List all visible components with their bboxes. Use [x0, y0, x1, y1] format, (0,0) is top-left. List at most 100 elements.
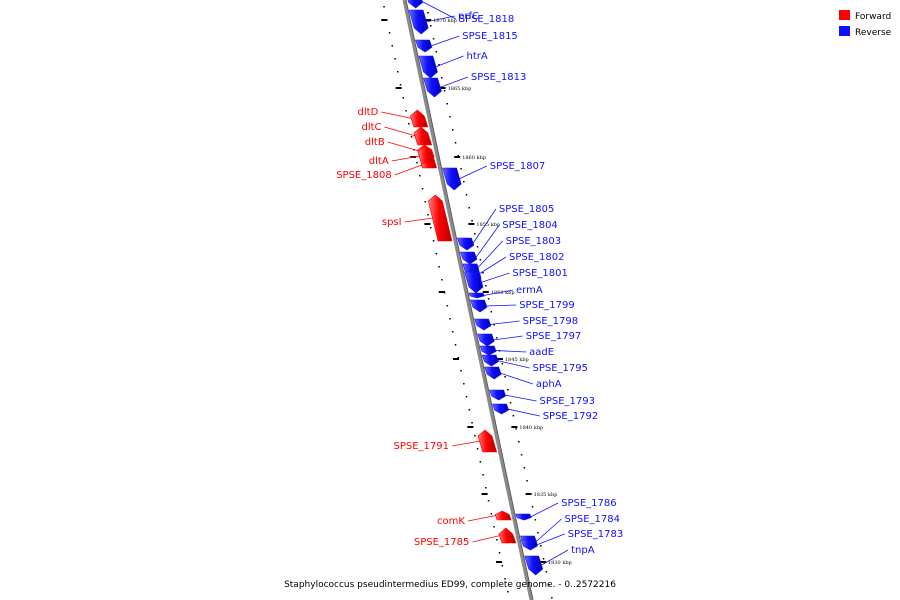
gene-feature-spse-1804[interactable]	[459, 251, 478, 265]
track-dot-forward	[446, 305, 449, 307]
track-dot-forward	[435, 253, 438, 255]
gene-label-dltb[interactable]: dltB	[365, 137, 385, 148]
gene-feature-spse-1793[interactable]	[489, 389, 507, 401]
legend-forward-swatch	[839, 10, 850, 20]
track-dot-forward	[465, 396, 468, 398]
gene-feature-dltd[interactable]	[409, 109, 429, 128]
gene-label-dltc[interactable]: dltC	[361, 122, 381, 133]
gene-label-spse-1798[interactable]: SPSE_1798	[523, 316, 579, 327]
gene-label-leader	[530, 502, 559, 518]
scale-tick-mark	[439, 87, 446, 89]
gene-feature-spse-1783[interactable]	[520, 539, 538, 551]
gene-label-comk[interactable]: comK	[437, 516, 465, 527]
track-dot-reverse	[534, 519, 537, 521]
gene-feature-spse-1799[interactable]	[470, 299, 488, 313]
gene-label-spse-1808[interactable]: SPSE_1808	[336, 170, 392, 181]
track-dot-forward	[397, 71, 399, 73]
gene-feature-htra[interactable]	[418, 55, 438, 79]
track-dot-reverse	[446, 103, 448, 105]
gene-label-leader	[540, 549, 569, 566]
gene-label-spse-1818[interactable]: SPSE_1818	[459, 14, 515, 25]
gene-label-htra[interactable]: htrA	[467, 51, 488, 62]
track-dot-reverse	[487, 298, 490, 300]
scale-tick-mark-minor	[395, 87, 402, 89]
gene-label-spse-1791[interactable]: SPSE_1791	[394, 441, 450, 452]
gene-label-spse-1803[interactable]: SPSE_1803	[506, 236, 561, 247]
gene-feature-spse-1818[interactable]	[406, 0, 424, 9]
gene-label-spse-1783[interactable]: SPSE_1783	[568, 529, 624, 540]
gene-label-dlta[interactable]: dltA	[369, 156, 389, 167]
gene-label-leader	[489, 320, 520, 325]
gene-label-leader	[391, 155, 421, 162]
gene-label-spse-1784[interactable]: SPSE_1784	[565, 514, 621, 525]
track-dot-forward	[468, 409, 471, 411]
track-dot-reverse	[526, 480, 528, 482]
gene-label-spse-1799[interactable]: SPSE_1799	[519, 300, 575, 311]
gene-label-spse-1792[interactable]: SPSE_1792	[543, 411, 599, 422]
gene-feature-spse-1795[interactable]	[481, 354, 499, 367]
gene-label-spse-1813[interactable]: SPSE_1813	[471, 72, 527, 83]
track-dot-reverse	[435, 51, 437, 53]
track-dot-reverse	[531, 506, 534, 508]
gene-label-spse-1807[interactable]: SPSE_1807	[490, 161, 546, 172]
gene-label-prfc[interactable]: prfC	[458, 11, 479, 22]
gene-feature-spse-1785[interactable]	[498, 527, 517, 544]
gene-feature-aade[interactable]	[479, 345, 497, 356]
gene-feature-spse-1813[interactable]	[423, 77, 442, 98]
gene-label-leader	[467, 515, 497, 522]
scale-tick-mark-minor	[467, 426, 474, 428]
gene-feature-dltc[interactable]	[413, 126, 433, 146]
gene-label-spse-1802[interactable]: SPSE_1802	[509, 252, 565, 263]
gene-feature-spsi[interactable]	[427, 194, 453, 242]
gene-label-leader	[425, 15, 456, 23]
gene-feature-spse-1792[interactable]	[492, 403, 509, 415]
gene-feature-spse-1807[interactable]	[442, 167, 462, 191]
gene-feature-spse-1798[interactable]	[474, 318, 492, 331]
track-dot-forward	[416, 162, 418, 164]
track-dot-forward	[424, 201, 426, 203]
gene-feature-spse-1801[interactable]	[464, 271, 484, 294]
gene-label-spse-1801[interactable]: SPSE_1801	[512, 268, 568, 279]
gene-label-spse-1786[interactable]: SPSE_1786	[561, 498, 617, 509]
gene-feature-comk[interactable]	[494, 510, 512, 521]
gene-feature-spse-1815[interactable]	[415, 39, 433, 53]
gene-label-aade[interactable]: aadE	[529, 347, 554, 358]
gene-feature-spse-1805[interactable]	[456, 237, 475, 251]
scale-tick-mark-minor	[438, 291, 445, 293]
gene-label-leader	[421, 0, 456, 20]
gene-feature-apha[interactable]	[484, 366, 502, 380]
gene-label-spse-1785[interactable]: SPSE_1785	[414, 537, 470, 548]
gene-label-spsi[interactable]: spsI	[382, 217, 402, 228]
track-dot-reverse	[496, 337, 498, 339]
gene-feature-spse-1786[interactable]	[515, 513, 532, 521]
gene-label-erma[interactable]: ermA	[516, 285, 543, 296]
gene-label-spse-1795[interactable]: SPSE_1795	[533, 363, 589, 374]
track-dot-forward	[410, 136, 413, 138]
gene-feature-erma[interactable]	[468, 292, 485, 299]
gene-feature-spse-1797[interactable]	[477, 333, 495, 347]
gene-feature-spse-1791[interactable]	[477, 429, 498, 453]
track-dot-reverse	[430, 25, 432, 27]
track-dot-reverse	[512, 415, 515, 417]
gene-label-dltd[interactable]: dltD	[358, 107, 379, 118]
gene-label-apha[interactable]: aphA	[536, 379, 562, 390]
gene-label-spse-1793[interactable]: SPSE_1793	[540, 396, 596, 407]
gene-feature-prfc[interactable]	[408, 9, 429, 35]
gene-label-leader	[536, 533, 565, 546]
scale-tick-label: 1855 kbp	[476, 222, 500, 228]
track-dot-forward	[474, 435, 476, 437]
gene-label-leader	[495, 350, 527, 353]
gene-label-spse-1804[interactable]: SPSE_1804	[502, 220, 558, 231]
scale-tick-mark	[482, 291, 489, 293]
track-dot-reverse	[551, 597, 553, 599]
gene-label-spse-1797[interactable]: SPSE_1797	[526, 331, 582, 342]
gene-feature-spse-1808[interactable]	[420, 161, 438, 169]
gene-label-spse-1815[interactable]: SPSE_1815	[462, 31, 518, 42]
gene-label-spse-1805[interactable]: SPSE_1805	[499, 204, 555, 215]
track-dot-reverse	[443, 90, 446, 92]
gene-label-leader	[472, 535, 501, 543]
gene-feature-tnpa[interactable]	[524, 555, 544, 576]
scale-tick-mark	[425, 19, 432, 21]
gene-label-tnpa[interactable]: tnpA	[571, 545, 595, 556]
